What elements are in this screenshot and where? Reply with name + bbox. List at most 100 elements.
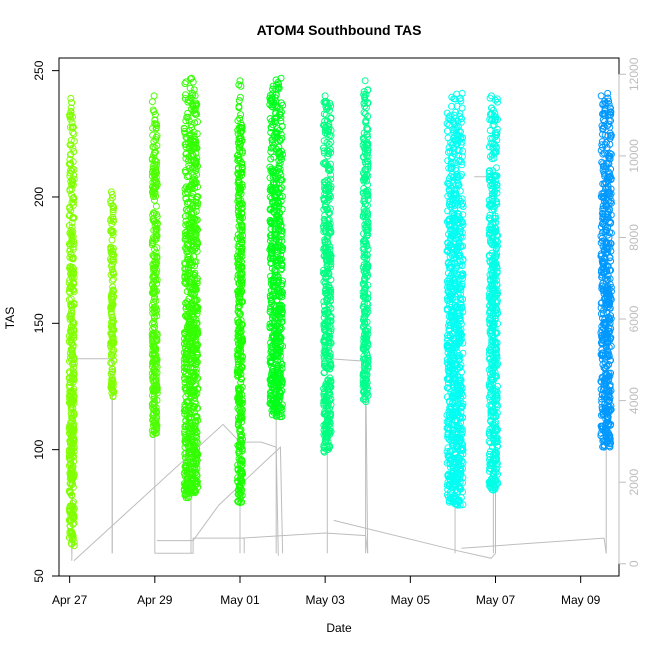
- data-point: [69, 201, 77, 209]
- data-point: [236, 403, 244, 411]
- data-point: [443, 448, 451, 456]
- data-point: [486, 384, 494, 392]
- data-point: [183, 338, 191, 346]
- data-point: [485, 230, 493, 237]
- data-point: [236, 425, 244, 433]
- data-point: [190, 86, 198, 94]
- data-point: [486, 456, 493, 463]
- data-point: [359, 371, 367, 379]
- data-point: [153, 408, 161, 416]
- data-point: [70, 512, 77, 520]
- data-point: [70, 130, 78, 138]
- data-point: [70, 198, 77, 206]
- data-point: [444, 417, 452, 424]
- data-point: [150, 261, 158, 268]
- data-point: [188, 388, 195, 396]
- data-point: [107, 227, 115, 234]
- data-point: [492, 312, 500, 319]
- data-point: [453, 477, 460, 485]
- data-point: [181, 80, 189, 88]
- data-point: [190, 128, 198, 136]
- data-point: [66, 502, 74, 510]
- data-point: [360, 249, 368, 257]
- data-point: [67, 422, 75, 430]
- data-point: [193, 247, 201, 255]
- data-point: [150, 288, 158, 296]
- data-point: [361, 318, 369, 326]
- data-point: [193, 319, 201, 327]
- data-point: [236, 138, 243, 145]
- data-point: [449, 426, 457, 434]
- data-point: [267, 243, 275, 251]
- data-point: [194, 404, 202, 412]
- data-point: [268, 220, 275, 228]
- data-point: [148, 369, 156, 377]
- data-point: [457, 303, 465, 311]
- data-point: [451, 460, 459, 468]
- data-point: [182, 155, 190, 162]
- data-point: [183, 288, 191, 295]
- data-point: [236, 436, 244, 444]
- data-point: [320, 266, 328, 274]
- data-point: [445, 222, 453, 230]
- data-point: [181, 212, 189, 220]
- data-point: [108, 346, 116, 354]
- data-point: [153, 422, 161, 430]
- data-point: [359, 263, 367, 271]
- data-point: [238, 209, 246, 217]
- data-point: [606, 111, 614, 119]
- data-point: [277, 382, 284, 390]
- data-point: [153, 426, 161, 433]
- data-point: [320, 195, 328, 203]
- data-point: [271, 102, 279, 110]
- data-point: [67, 471, 75, 479]
- data-point: [275, 236, 283, 244]
- data-point: [454, 213, 462, 221]
- data-point: [326, 220, 334, 228]
- data-point: [492, 350, 500, 358]
- data-point: [456, 364, 464, 371]
- data-point: [361, 393, 369, 401]
- data-point: [235, 483, 243, 491]
- data-point: [278, 318, 286, 326]
- data-point: [491, 110, 499, 118]
- data-point: [452, 326, 460, 333]
- data-point: [271, 225, 279, 233]
- data-point: [150, 318, 158, 326]
- data-point: [451, 133, 459, 141]
- data-point: [452, 450, 460, 458]
- data-point: [325, 126, 333, 134]
- data-point: [451, 205, 459, 213]
- data-point: [458, 385, 466, 393]
- data-point: [327, 115, 335, 122]
- data-point: [458, 428, 466, 436]
- data-point: [320, 369, 328, 377]
- data-point: [486, 257, 494, 265]
- data-point: [186, 318, 194, 326]
- data-point: [153, 266, 161, 274]
- data-point: [458, 104, 466, 112]
- data-point: [458, 444, 466, 452]
- data-point: [190, 271, 198, 279]
- data-point: [493, 172, 501, 180]
- data-point: [150, 226, 158, 234]
- data-point: [603, 371, 611, 379]
- data-point: [235, 414, 242, 422]
- data-point: [363, 333, 371, 341]
- data-point: [108, 374, 116, 382]
- data-point: [68, 176, 76, 184]
- data-point: [278, 281, 286, 289]
- data-point: [322, 282, 330, 290]
- data-point: [485, 478, 493, 486]
- data-point: [190, 403, 198, 410]
- data-point: [458, 218, 466, 226]
- data-point: [494, 98, 501, 106]
- data-point: [276, 165, 284, 173]
- data-point: [598, 229, 606, 237]
- data-point: [453, 285, 461, 292]
- data-point: [325, 261, 333, 269]
- data-point: [490, 398, 498, 406]
- data-point: [325, 442, 333, 450]
- data-point: [189, 438, 197, 446]
- data-point: [599, 386, 607, 394]
